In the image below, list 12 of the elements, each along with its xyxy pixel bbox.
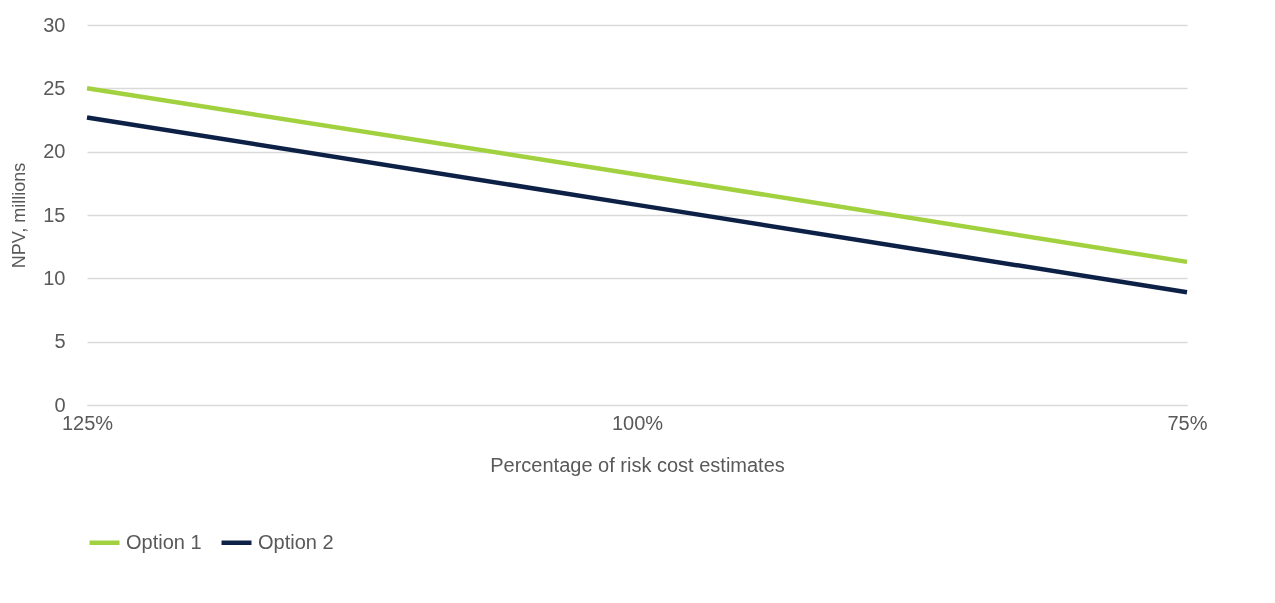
x-tick-label: 100% xyxy=(611,411,664,434)
y-tick-label: 30 xyxy=(43,13,66,36)
y-tick-label: 5 xyxy=(54,330,66,353)
legend-label: Option 2 xyxy=(258,530,334,553)
legend-label: Option 1 xyxy=(126,530,202,553)
y-axis-title: NPV, millions xyxy=(9,162,30,269)
x-tick-label: 75% xyxy=(1167,411,1208,434)
x-axis-title: Percentage of risk cost estimates xyxy=(490,453,785,476)
y-tick-label: 20 xyxy=(43,140,66,163)
y-tick-label: 10 xyxy=(43,266,66,289)
y-tick-label: 15 xyxy=(43,203,66,226)
y-tick-label: 25 xyxy=(43,76,66,99)
